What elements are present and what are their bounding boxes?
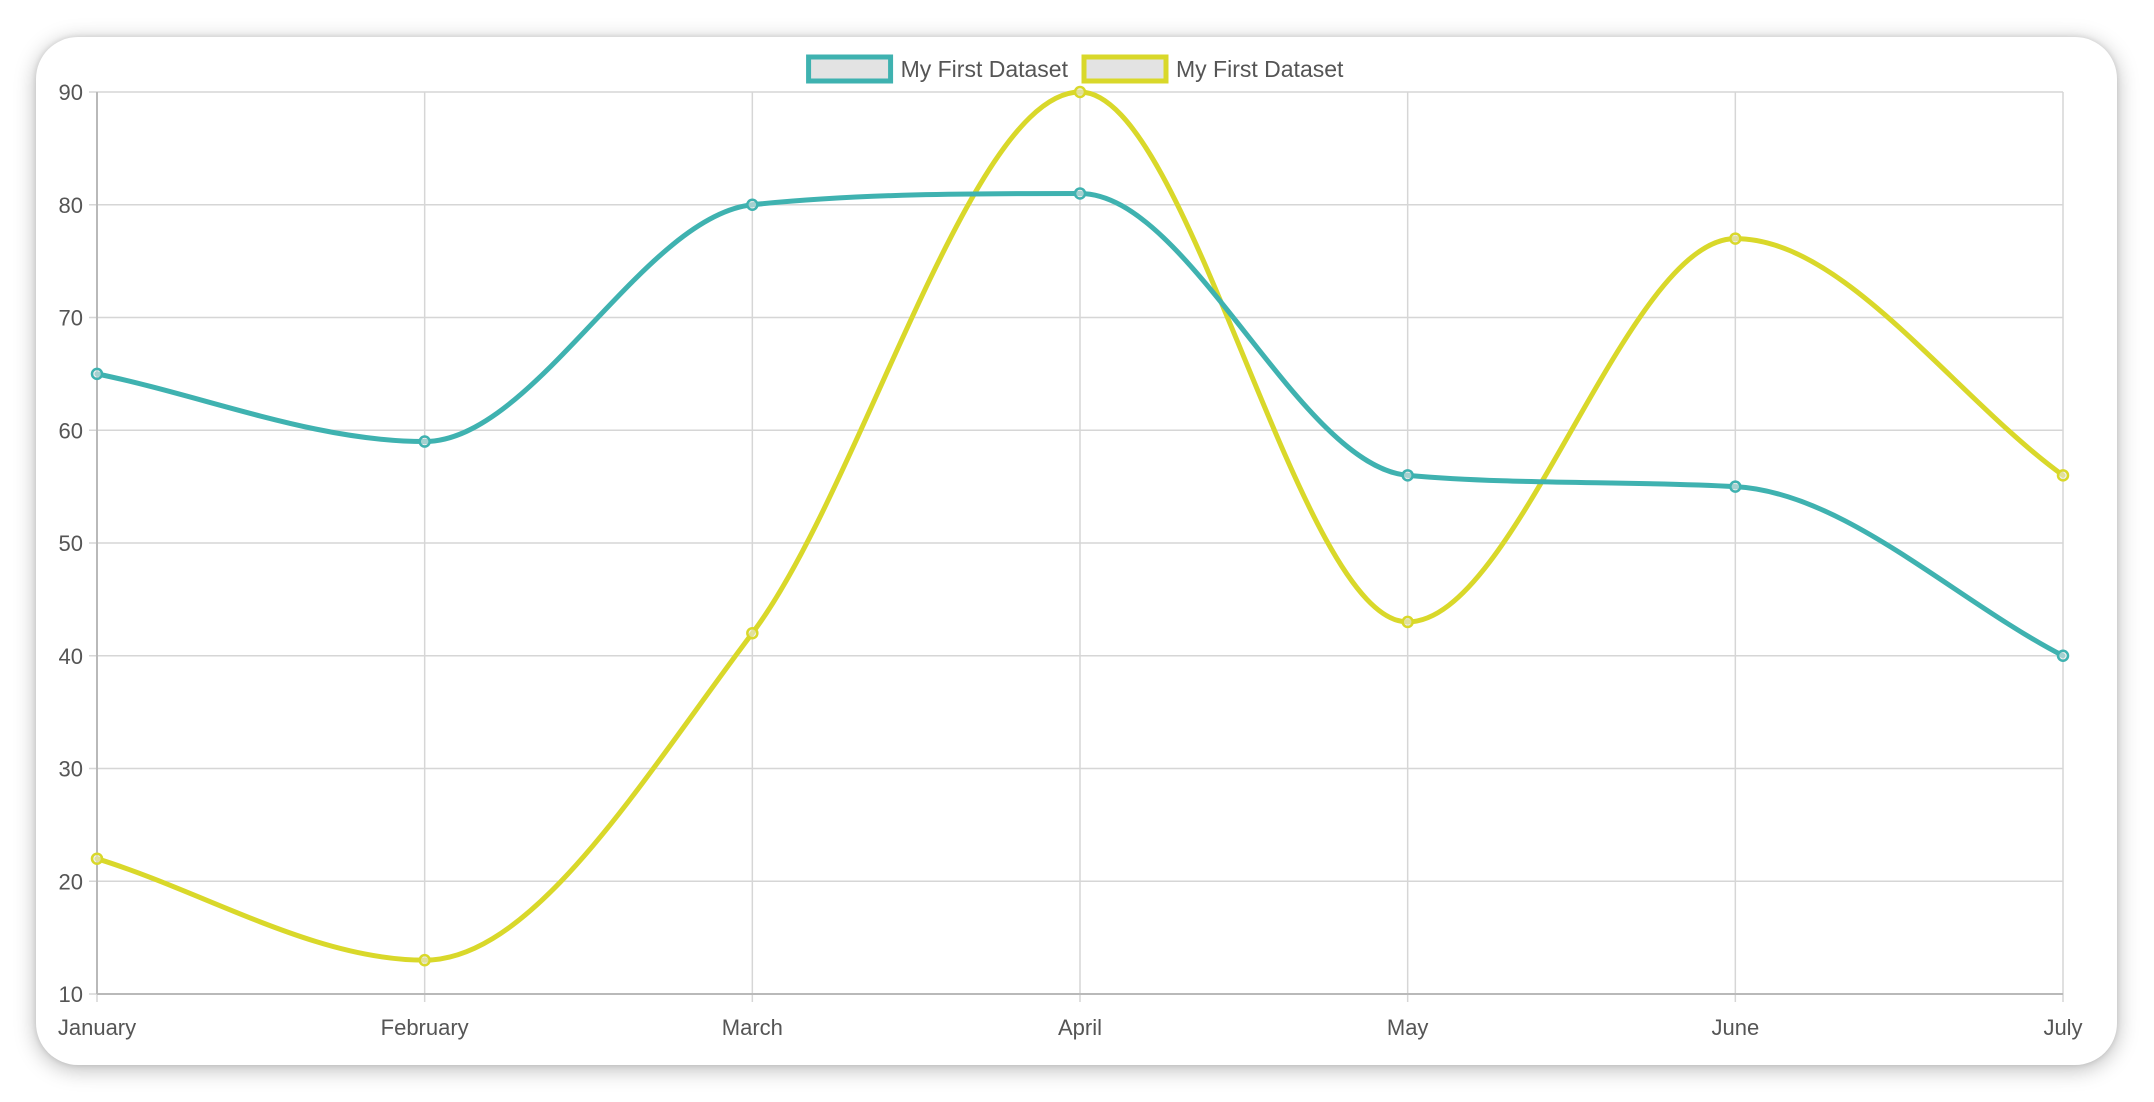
data-point[interactable] [1073, 85, 1087, 99]
y-tick-label: 50 [59, 531, 83, 556]
line-chart: My First Dataset My First Dataset 10 20 30 4… [58, 54, 2083, 1040]
chart-axes: 10 20 30 40 50 60 70 80 90 January February March Ap… [58, 80, 2083, 1040]
legend-item[interactable]: My First Dataset [1081, 54, 1344, 84]
data-point[interactable] [1729, 232, 1742, 245]
x-tick-label: May [1387, 1015, 1429, 1040]
y-tick-label: 90 [59, 80, 83, 105]
x-tick-label: April [1058, 1015, 1102, 1040]
series-2 [90, 85, 2070, 967]
data-point[interactable] [1729, 480, 1742, 493]
x-tick-label: March [722, 1015, 783, 1040]
data-point[interactable] [1073, 187, 1087, 200]
chart-card: My First Dataset My First Dataset 10 20 30 4… [36, 37, 2117, 1065]
y-tick-label: 40 [59, 644, 83, 669]
y-tick-label: 30 [59, 757, 83, 782]
x-tick-label: January [58, 1015, 136, 1040]
data-point[interactable] [2056, 469, 2070, 482]
legend-item[interactable]: My First Dataset [806, 54, 1069, 84]
y-tick-label: 20 [59, 869, 83, 894]
legend-label: My First Dataset [901, 56, 1069, 82]
series-1 [90, 187, 2070, 662]
chart-series [90, 85, 2070, 967]
series-line [94, 89, 2066, 963]
chart-grid [89, 91, 2064, 1002]
data-point[interactable] [1401, 469, 1414, 482]
y-tick-label: 60 [59, 418, 83, 443]
data-point[interactable] [90, 367, 104, 381]
chart-legend[interactable]: My First Dataset My First Dataset [806, 54, 1344, 84]
data-point[interactable] [746, 626, 759, 640]
y-tick-label: 10 [59, 982, 83, 1007]
data-point[interactable] [1401, 615, 1414, 629]
data-point[interactable] [418, 435, 431, 448]
data-point[interactable] [418, 953, 431, 967]
y-tick-label: 70 [59, 306, 83, 331]
legend-swatch [1081, 54, 1169, 84]
x-tick-label: July [2043, 1015, 2082, 1040]
legend-swatch [806, 54, 894, 84]
x-tick-label: February [381, 1015, 469, 1040]
y-tick-label: 80 [59, 193, 83, 218]
data-point[interactable] [90, 852, 104, 865]
x-tick-label: June [1711, 1015, 1759, 1040]
data-point[interactable] [746, 198, 759, 211]
legend-label: My First Dataset [1176, 56, 1344, 82]
data-point[interactable] [2056, 649, 2070, 662]
